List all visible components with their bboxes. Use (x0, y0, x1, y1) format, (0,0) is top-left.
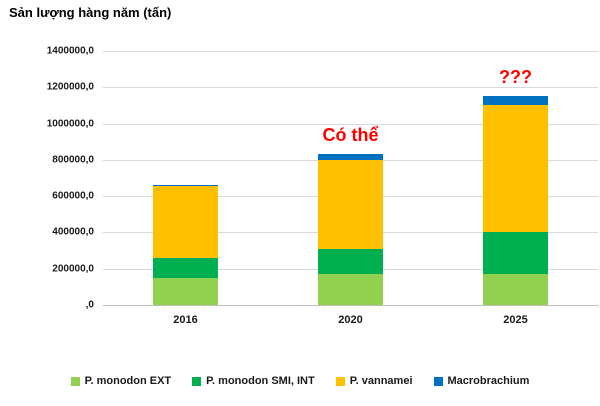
legend-label: Macrobrachium (447, 375, 530, 387)
bar-segment-p-monodon-smi-int (153, 257, 218, 278)
legend-label: P. monodon EXT (84, 375, 172, 387)
legend: P. monodon EXT P. monodon SMI, INT P. vann… (0, 375, 600, 387)
legend-item: P. monodon SMI, INT (192, 375, 315, 387)
bar-segment-p-vannamei (153, 186, 218, 258)
legend-item: P. monodon EXT (70, 375, 172, 387)
annotation: Có thể (322, 125, 379, 146)
y-axis-tick-label: 1200000,0 (46, 81, 94, 93)
bar-segment-p-monodon-ext (153, 277, 218, 305)
legend-swatch-icon (70, 376, 80, 386)
bar-segment-p-monodon-ext (318, 274, 383, 305)
y-axis-tick-label: 600000,0 (52, 190, 94, 202)
bar-segment-macrobrachium (483, 96, 548, 106)
annotation: ??? (499, 67, 532, 88)
bar-segment-p-monodon-ext (483, 274, 548, 305)
legend-item: P. vannamei (335, 375, 413, 387)
bar-segment-macrobrachium (318, 154, 383, 160)
bar-segment-macrobrachium (153, 185, 218, 187)
bar-segment-p-monodon-smi-int (483, 232, 548, 275)
bar-segment-p-vannamei (318, 159, 383, 249)
y-axis-tick-label: 1400000,0 (46, 45, 94, 57)
y-axis-tick-label: 800000,0 (52, 154, 94, 166)
y-axis-tick-label: ,0 (85, 299, 94, 311)
gridline (103, 51, 598, 52)
x-axis-label: 2016 (173, 314, 198, 326)
legend-label: P. monodon SMI, INT (206, 375, 315, 387)
bar-segment-p-vannamei (483, 105, 548, 233)
y-axis-tick-label: 200000,0 (52, 263, 94, 275)
y-axis-tick-label: 1000000,0 (46, 118, 94, 130)
x-axis-line (103, 305, 598, 306)
gridline (103, 87, 598, 89)
legend-item: Macrobrachium (433, 375, 530, 387)
gridline (103, 123, 598, 125)
y-axis-tick-label: 400000,0 (52, 226, 94, 238)
legend-swatch-icon (192, 376, 202, 386)
legend-swatch-icon (335, 376, 345, 386)
legend-swatch-icon (433, 376, 443, 386)
x-axis-label: 2020 (338, 314, 363, 326)
bar-segment-p-monodon-smi-int (318, 248, 383, 275)
x-axis-label: 2025 (503, 314, 528, 326)
chart-title: Sản lượng hàng năm (tấn) (9, 5, 172, 20)
legend-label: P. vannamei (349, 375, 413, 387)
